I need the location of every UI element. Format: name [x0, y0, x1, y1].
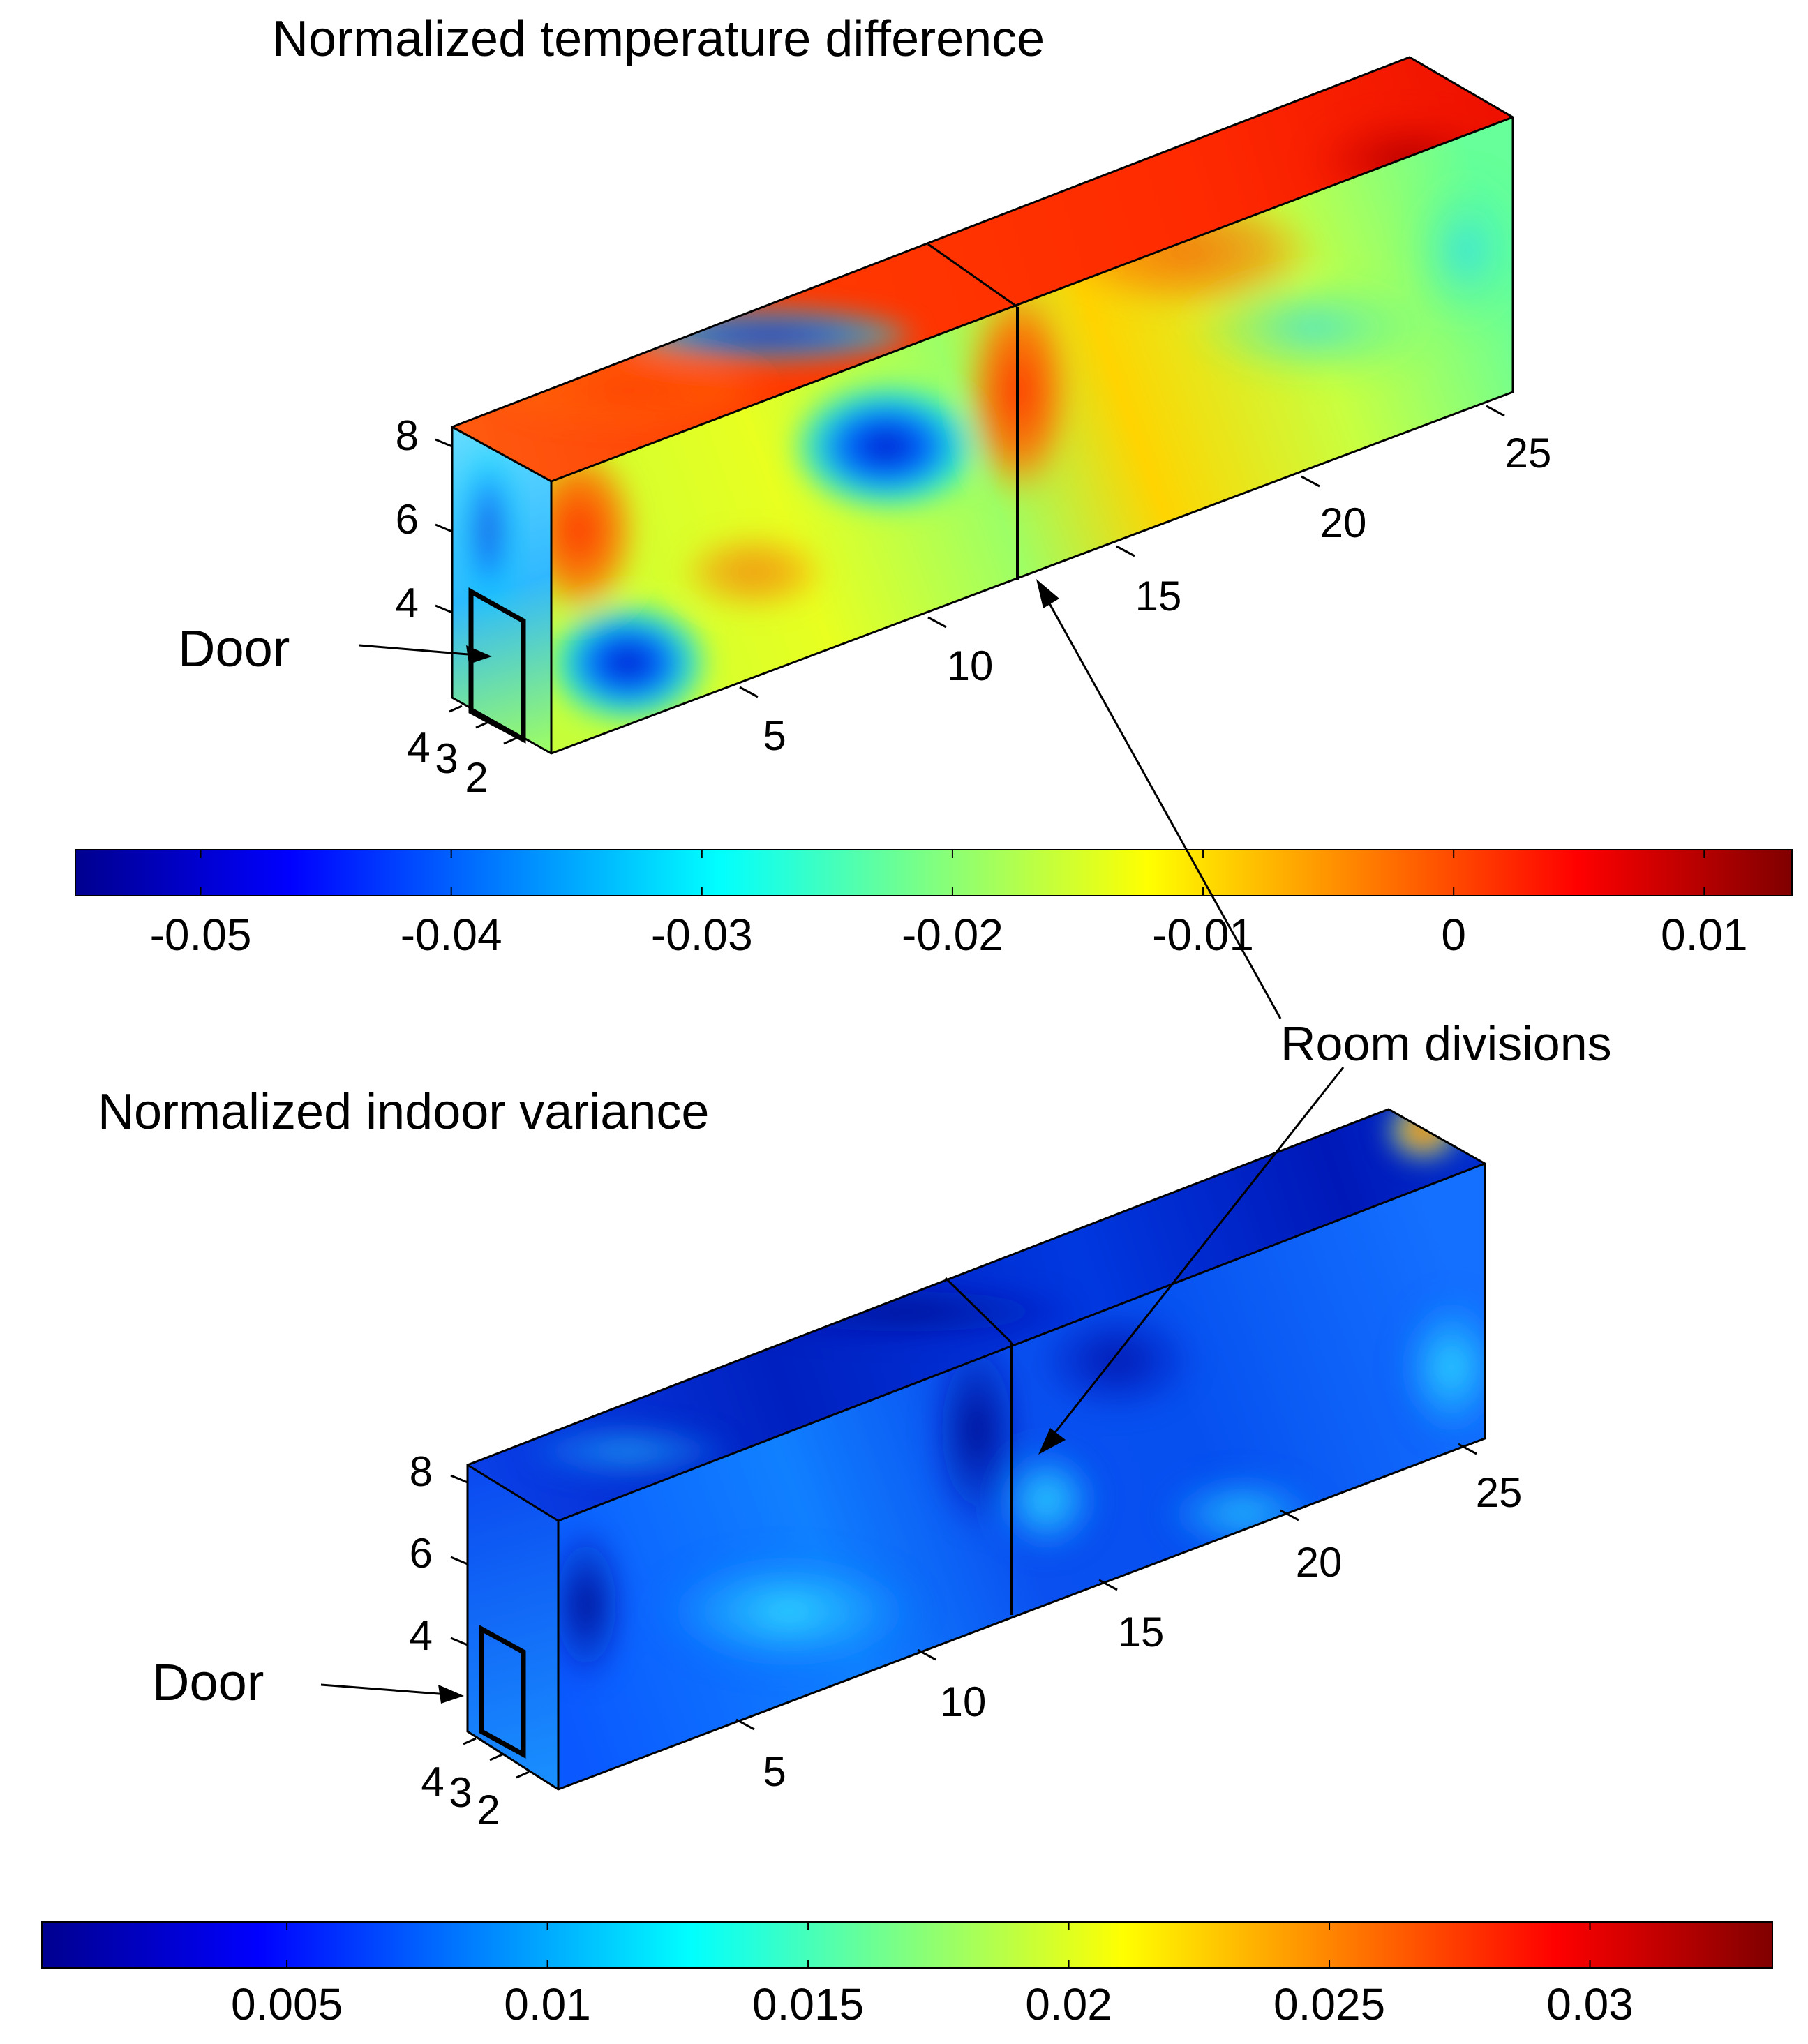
colorbar-1: -0.05 -0.04 -0.03 -0.02 -0.01 0 0.01: [75, 849, 1793, 960]
length-tick-mark: [1458, 1443, 1477, 1455]
door-label-2: Door: [152, 1653, 264, 1711]
colorbar-tick-label: 0: [1441, 910, 1466, 960]
length-tick-label: 20: [1320, 499, 1367, 546]
colorbar-tick-label: 0.01: [1661, 910, 1748, 960]
depth-tick-label: 2: [477, 1787, 500, 1833]
side-field: [454, 439, 523, 621]
panel-temperature: Normalized temperature difference: [75, 11, 1793, 960]
depth-tick-label: 2: [465, 754, 488, 801]
height-tick-mark: [435, 604, 453, 614]
door-outline-2: [479, 1625, 526, 1759]
height-tick-label: 4: [410, 1612, 433, 1659]
box-edges-2: [466, 1108, 1486, 1791]
length-tick-label: 5: [763, 712, 786, 759]
panel-2-title: Normalized indoor variance: [98, 1084, 709, 1140]
depth-tick-label: 4: [407, 724, 430, 771]
colorbar-tick-label: -0.05: [150, 910, 252, 960]
depth-tick-label: 3: [435, 735, 458, 782]
height-tick-mark: [435, 523, 453, 533]
colorbar-tick-label: 0.02: [1025, 1979, 1112, 2029]
length-tick-mark: [1280, 1509, 1299, 1521]
annotation-arrowhead-down: [1038, 1428, 1066, 1455]
length-tick-mark: [917, 1648, 936, 1661]
colorbar-gradient: [75, 849, 1793, 896]
height-tick-mark: [450, 1474, 468, 1484]
colorbar-tick-label: 0.03: [1546, 1979, 1634, 2029]
length-tick-mark: [1116, 545, 1135, 557]
annotation-arrow-up: [1038, 585, 1282, 1019]
annotation-arrow-down: [1042, 1067, 1345, 1448]
colorbar-tick-label: -0.04: [401, 910, 502, 960]
room-division-line-top-2: [944, 1277, 1013, 1344]
door-outline: [468, 587, 526, 744]
length-tick-mark: [1486, 405, 1505, 417]
door-arrow: [359, 644, 486, 657]
panel-1-title: Normalized temperature difference: [272, 11, 1045, 67]
door-label: Door: [178, 619, 290, 677]
annotation-arrowhead-up: [1036, 579, 1059, 608]
length-tick-label: 10: [940, 1678, 987, 1725]
depth-tick-mark: [503, 737, 517, 745]
box-3d: [451, 56, 1514, 755]
length-tick-label: 5: [763, 1748, 786, 1795]
length-tick-mark: [735, 1718, 755, 1731]
length-tick-mark: [927, 616, 947, 629]
panel-variance: Normalized indoor variance: [41, 1084, 1773, 2029]
height-tick-mark: [435, 438, 453, 448]
height-tick-mark: [450, 1637, 468, 1646]
length-tick-mark: [1301, 475, 1320, 488]
colorbar-2: 0.005 0.01 0.015 0.02 0.025 0.03: [41, 1921, 1773, 2029]
depth-tick-label: 4: [421, 1759, 444, 1805]
colorbar-tick-label: 0.015: [752, 1979, 864, 2029]
depth-tick-mark: [516, 1771, 530, 1779]
colorbar-gradient: [41, 1921, 1773, 1969]
height-tick-label: 8: [410, 1448, 433, 1495]
length-tick-mark: [739, 686, 759, 698]
colorbar-tick-label: -0.01: [1152, 910, 1254, 960]
colorbar-tick-label: 0.025: [1273, 1979, 1385, 2029]
box-side-face-2: [468, 1465, 558, 1789]
colorbar-tick-label: -0.02: [902, 910, 1003, 960]
colorbar-tick-label: -0.03: [651, 910, 753, 960]
height-tick-label: 6: [396, 496, 419, 543]
box-edges: [451, 56, 1514, 755]
door-arrowhead: [466, 645, 492, 664]
length-tick-label: 15: [1135, 573, 1182, 619]
colorbar-tick-label: 0.005: [231, 1979, 343, 2029]
length-tick-label: 15: [1118, 1609, 1165, 1655]
height-tick-label: 8: [396, 412, 419, 459]
height-tick-mark: [450, 1556, 468, 1565]
depth-tick-mark: [489, 1753, 503, 1761]
height-tick-label: 4: [396, 580, 419, 626]
door-arrow-2: [320, 1683, 458, 1697]
door-arrowhead-2: [438, 1685, 464, 1704]
length-tick-label: 20: [1296, 1539, 1343, 1586]
room-divisions-annotation: Room divisions: [1036, 579, 1612, 1455]
depth-tick-mark: [475, 721, 489, 729]
depth-tick-label: 3: [449, 1769, 472, 1816]
height-tick-label: 6: [410, 1530, 433, 1577]
colorbar-tick-label: 0.01: [504, 1979, 591, 2029]
length-tick-label: 25: [1476, 1469, 1523, 1516]
length-tick-label: 25: [1505, 430, 1552, 476]
length-tick-label: 10: [947, 642, 994, 689]
room-divisions-label: Room divisions: [1280, 1016, 1612, 1071]
depth-tick-mark: [449, 705, 463, 713]
front-field: [551, 167, 1513, 726]
depth-tick-mark: [463, 1737, 477, 1745]
front-field-2: [558, 1291, 1485, 1688]
box-3d-2: [466, 1108, 1486, 1791]
length-tick-mark: [1098, 1579, 1118, 1591]
room-division-line-top: [927, 243, 1018, 308]
